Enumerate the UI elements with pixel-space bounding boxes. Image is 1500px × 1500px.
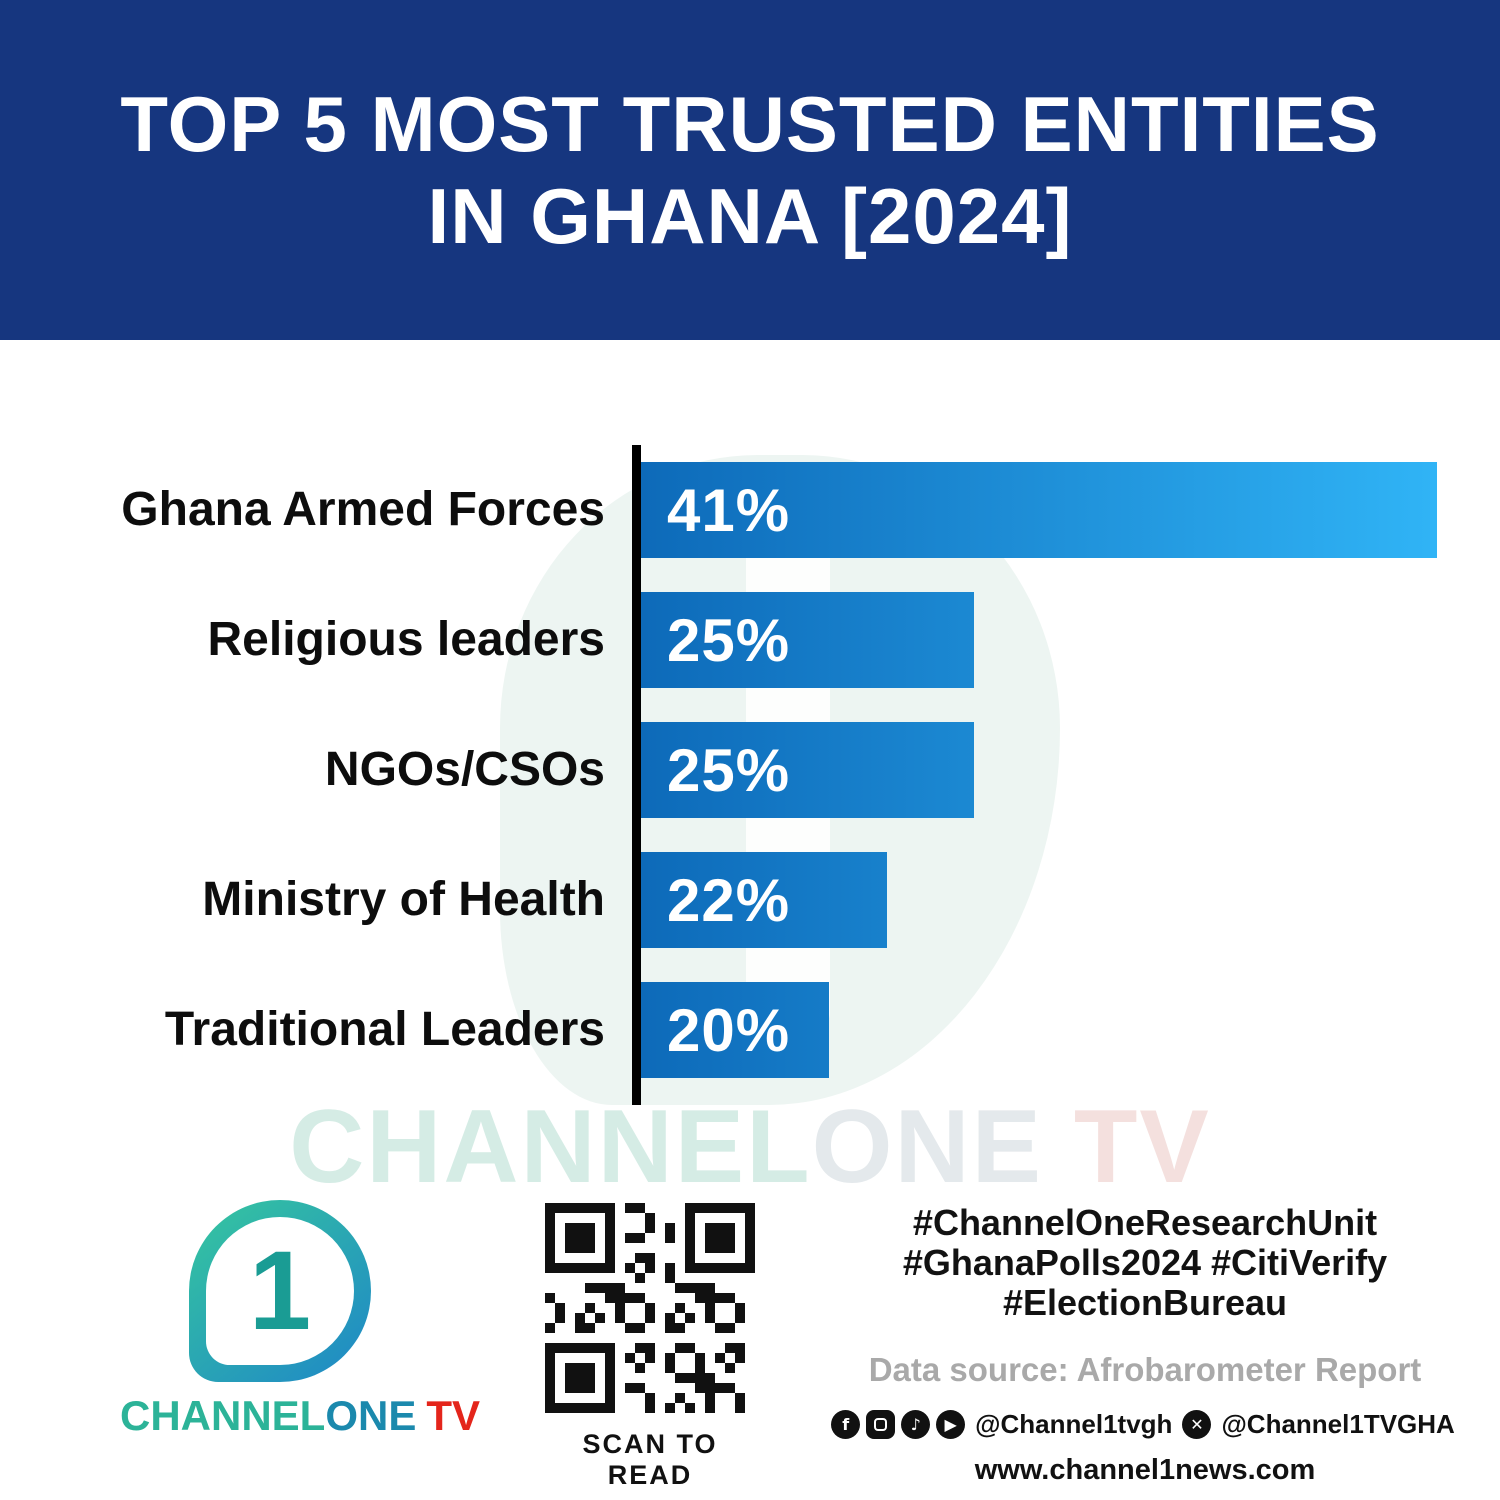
category-label: Religious leaders	[207, 613, 605, 666]
youtube-icon[interactable]: ▶	[936, 1410, 966, 1439]
bar-value-label: 25%	[667, 606, 791, 674]
logo-word-one: ONE	[325, 1392, 417, 1439]
social-handle-2[interactable]: @Channel1TVGHA	[1221, 1409, 1455, 1439]
header-banner: TOP 5 MOST TRUSTED ENTITIES IN GHANA [20…	[0, 0, 1500, 340]
hashtag-line: #GhanaPolls2024 #CitiVerify	[902, 1242, 1388, 1283]
chart-row: Religious leaders 25%	[0, 592, 1500, 688]
chart-row: Traditional Leaders 20%	[0, 982, 1500, 1078]
hashtag-line: #ChannelOneResearchUnit	[912, 1202, 1378, 1243]
logo-word-tv: TV	[426, 1392, 481, 1439]
watermark-one: ONE	[811, 1089, 1043, 1205]
tiktok-icon[interactable]: ♪	[901, 1410, 931, 1439]
instagram-icon[interactable]	[866, 1410, 896, 1439]
hashtag-line: #ElectionBureau	[1002, 1282, 1288, 1323]
bar-value-label: 25%	[667, 736, 791, 804]
footer-info: #ChannelOneResearchUnit #GhanaPolls2024 …	[831, 1203, 1455, 1487]
logo-pick-icon: 1	[189, 1200, 371, 1382]
chart-row: NGOs/CSOs 25%	[0, 722, 1500, 818]
category-label: Traditional Leaders	[164, 1003, 605, 1056]
bar-value-label: 41%	[667, 476, 791, 544]
logo-word-channel: CHANNEL	[120, 1392, 326, 1439]
qr-code[interactable]	[545, 1203, 755, 1413]
bar-value-label: 20%	[667, 996, 791, 1064]
category-label: NGOs/CSOs	[324, 743, 605, 796]
channel-one-logo: 1 CHANNELONE TV	[120, 1200, 480, 1440]
bar: 20%	[641, 982, 829, 1078]
category-label: Ministry of Health	[202, 873, 605, 926]
bar-value-label: 22%	[667, 866, 791, 934]
watermark-tv: TV	[1073, 1089, 1211, 1205]
footer: 1 CHANNELONE TV SCAN TO READ	[0, 1185, 1500, 1500]
bar: 41%	[641, 462, 1437, 558]
logo-wordmark: CHANNELONE TV	[120, 1392, 480, 1440]
chart-row: Ministry of Health 22%	[0, 852, 1500, 948]
bar: 22%	[641, 852, 887, 948]
chart-row: Ghana Armed Forces 41%	[0, 462, 1500, 558]
category-label: Ghana Armed Forces	[121, 483, 605, 536]
qr-caption: SCAN TO READ	[582, 1429, 718, 1490]
chart-axis-line	[632, 445, 641, 1105]
hashtags: #ChannelOneResearchUnit #GhanaPolls2024 …	[860, 1203, 1430, 1323]
page-title-line2: IN GHANA [2024]	[427, 172, 1073, 260]
page-title-line1: TOP 5 MOST TRUSTED ENTITIES	[120, 80, 1380, 168]
social-handle-1[interactable]: @Channel1tvgh	[975, 1409, 1173, 1439]
watermark-channel: CHANNEL	[289, 1089, 812, 1205]
qr-block: SCAN TO READ	[538, 1203, 762, 1491]
x-icon[interactable]: ✕	[1182, 1410, 1212, 1439]
facebook-icon[interactable]: f	[831, 1410, 861, 1439]
data-source: Data source: Afrobarometer Report	[868, 1351, 1422, 1388]
bar: 25%	[641, 722, 974, 818]
bar: 25%	[641, 592, 974, 688]
website-url[interactable]: www.channel1news.com	[974, 1454, 1316, 1486]
channelone-text-watermark: CHANNELONE TV	[0, 1088, 1500, 1207]
logo-numeral: 1	[248, 1228, 312, 1353]
logo-pick-inner: 1	[206, 1217, 354, 1365]
social-row: f ♪ ▶ @Channel1tvgh ✕ @Channel1TVGHA	[831, 1409, 1455, 1440]
